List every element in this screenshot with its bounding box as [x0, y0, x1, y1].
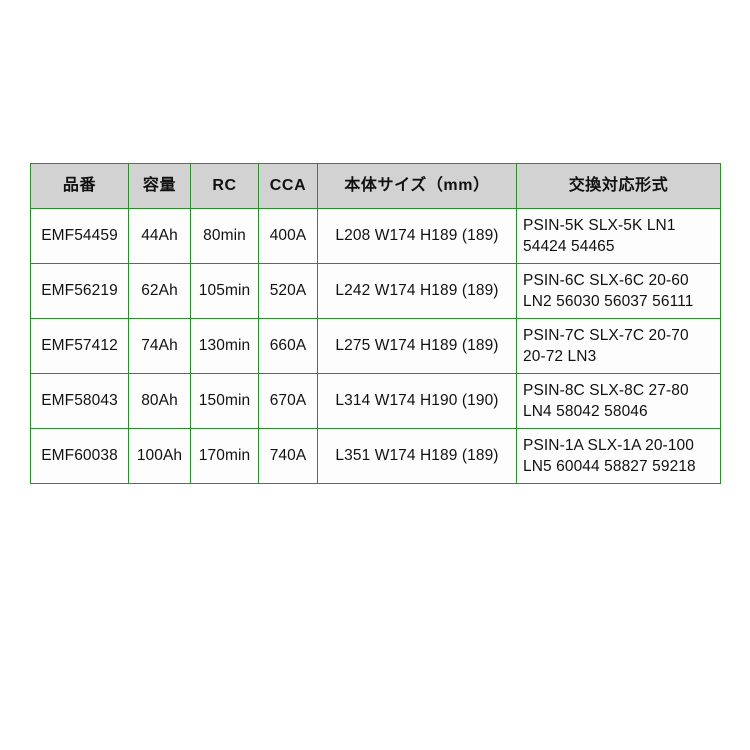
cell-cca: 670A: [258, 373, 318, 429]
replacement-line-2: 20-72 LN3: [523, 348, 597, 365]
column-header-replacement: 交換対応形式: [516, 163, 721, 209]
cell-capacity: 62Ah: [128, 263, 191, 319]
cell-rc: 130min: [190, 318, 259, 374]
cell-replacement: PSIN-1A SLX-1A 20-100 LN5 60044 58827 59…: [516, 428, 721, 484]
battery-spec-table: 品番 容量 RC CCA 本体サイズ（mm） 交換対応形式 EMF54459 4…: [30, 163, 721, 484]
cell-part-number: EMF60038: [30, 428, 129, 484]
table-header-row: 品番 容量 RC CCA 本体サイズ（mm） 交換対応形式: [30, 163, 721, 209]
cell-replacement: PSIN-7C SLX-7C 20-70 20-72 LN3: [516, 318, 721, 374]
cell-body-size: L275 W174 H189 (189): [317, 318, 517, 374]
cell-cca: 740A: [258, 428, 318, 484]
table-row: EMF57412 74Ah 130min 660A L275 W174 H189…: [30, 318, 721, 374]
replacement-line-2: LN5 60044 58827 59218: [523, 458, 696, 475]
cell-capacity: 44Ah: [128, 208, 191, 264]
cell-body-size: L242 W174 H189 (189): [317, 263, 517, 319]
cell-rc: 170min: [190, 428, 259, 484]
cell-body-size: L208 W174 H189 (189): [317, 208, 517, 264]
replacement-line-1: PSIN-6C SLX-6C 20-60: [523, 271, 689, 289]
column-header-cca: CCA: [258, 163, 318, 209]
cell-cca: 520A: [258, 263, 318, 319]
replacement-line-1: PSIN-5K SLX-5K LN1: [523, 216, 676, 234]
cell-rc: 150min: [190, 373, 259, 429]
cell-part-number: EMF57412: [30, 318, 129, 374]
table-row: EMF60038 100Ah 170min 740A L351 W174 H18…: [30, 428, 721, 484]
replacement-line-1: PSIN-8C SLX-8C 27-80: [523, 381, 689, 399]
table-header: 品番 容量 RC CCA 本体サイズ（mm） 交換対応形式: [30, 163, 721, 209]
cell-part-number: EMF56219: [30, 263, 129, 319]
table-row: EMF58043 80Ah 150min 670A L314 W174 H190…: [30, 373, 721, 429]
table-row: EMF56219 62Ah 105min 520A L242 W174 H189…: [30, 263, 721, 319]
cell-capacity: 80Ah: [128, 373, 191, 429]
cell-rc: 80min: [190, 208, 259, 264]
cell-replacement: PSIN-5K SLX-5K LN1 54424 54465: [516, 208, 721, 264]
cell-replacement: PSIN-8C SLX-8C 27-80 LN4 58042 58046: [516, 373, 721, 429]
replacement-line-2: LN2 56030 56037 56111: [523, 293, 694, 310]
cell-body-size: L314 W174 H190 (190): [317, 373, 517, 429]
table-body: EMF54459 44Ah 80min 400A L208 W174 H189 …: [30, 208, 721, 484]
cell-part-number: EMF54459: [30, 208, 129, 264]
column-header-capacity: 容量: [128, 163, 191, 209]
cell-part-number: EMF58043: [30, 373, 129, 429]
replacement-line-1: PSIN-7C SLX-7C 20-70: [523, 326, 689, 344]
cell-capacity: 100Ah: [128, 428, 191, 484]
cell-capacity: 74Ah: [128, 318, 191, 374]
column-header-body-size: 本体サイズ（mm）: [317, 163, 517, 209]
cell-rc: 105min: [190, 263, 259, 319]
column-header-rc: RC: [190, 163, 259, 209]
cell-body-size: L351 W174 H189 (189): [317, 428, 517, 484]
replacement-line-1: PSIN-1A SLX-1A 20-100: [523, 436, 694, 454]
replacement-line-2: 54424 54465: [523, 238, 615, 255]
replacement-line-2: LN4 58042 58046: [523, 403, 648, 420]
cell-replacement: PSIN-6C SLX-6C 20-60 LN2 56030 56037 561…: [516, 263, 721, 319]
battery-spec-table-container: 品番 容量 RC CCA 本体サイズ（mm） 交換対応形式 EMF54459 4…: [30, 163, 721, 484]
cell-cca: 660A: [258, 318, 318, 374]
cell-cca: 400A: [258, 208, 318, 264]
table-row: EMF54459 44Ah 80min 400A L208 W174 H189 …: [30, 208, 721, 264]
column-header-part-number: 品番: [30, 163, 129, 209]
